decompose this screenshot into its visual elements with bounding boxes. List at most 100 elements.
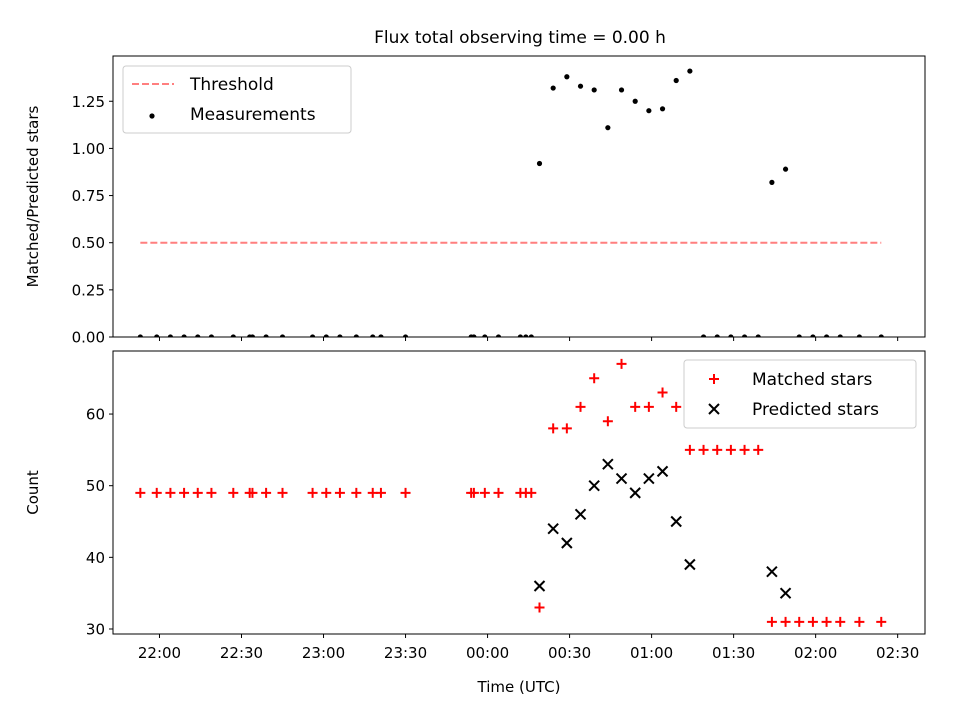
axes-frame <box>112 350 926 635</box>
x-tick-label: 22:00 <box>138 644 181 662</box>
matched-star-point <box>835 616 846 627</box>
x-tick-label: 23:30 <box>384 644 427 662</box>
legend-box <box>683 359 917 429</box>
measurement-point <box>605 125 611 131</box>
measurement-point <box>154 334 160 337</box>
matched-star-point <box>206 487 217 498</box>
y-tick-label: 0.50 <box>72 234 105 252</box>
matched-star-point <box>247 487 258 498</box>
x-tick-label: 23:00 <box>302 644 345 662</box>
measurement-point <box>700 334 707 337</box>
matched-star-point <box>375 487 386 498</box>
predicted-star-point <box>602 458 614 470</box>
matched-star-point <box>766 616 777 627</box>
y-tick-label: 1.25 <box>72 93 105 111</box>
legend-label-matched: Matched stars <box>752 370 872 390</box>
matched-star-point <box>630 401 641 412</box>
matched-star-point <box>192 487 203 498</box>
predicted-star-point <box>547 522 559 535</box>
measurement-point <box>517 334 523 337</box>
y-tick-label: 60 <box>86 406 105 424</box>
measurement-point <box>646 108 652 114</box>
measurement-point <box>249 334 256 337</box>
x-tick-label: 01:30 <box>712 644 755 662</box>
measurement-point <box>323 334 329 337</box>
legend: Matched stars Predicted stars <box>683 359 917 429</box>
measurement-point <box>353 334 359 337</box>
y-tick-label: 40 <box>86 549 105 567</box>
figure-title: Flux total observing time = 0.00 h <box>374 28 666 48</box>
matched-star-point <box>151 487 162 498</box>
matched-star-point <box>277 487 288 498</box>
matched-star-point <box>657 387 668 398</box>
matched-star-point <box>807 616 818 627</box>
x-tick-label: 00:30 <box>548 644 591 662</box>
measurement-point <box>714 334 720 337</box>
predicted-star-point <box>656 465 669 478</box>
matched-star-point <box>400 487 411 498</box>
y-tick-label: 0.00 <box>72 329 105 347</box>
data-layer <box>135 358 887 627</box>
measurement-point <box>755 334 761 337</box>
matched-star-point <box>739 444 750 455</box>
matched-star-point <box>165 487 176 498</box>
matched-star-point <box>616 358 627 369</box>
measurement-point <box>137 334 143 337</box>
measurement-point <box>618 87 625 93</box>
matched-star-point <box>135 487 146 498</box>
predicted-star-point <box>643 472 655 485</box>
measurement-point <box>523 334 529 337</box>
matched-star-point <box>307 487 318 498</box>
y-tick-label: 0.25 <box>72 281 105 299</box>
legend-measurement-swatch <box>149 113 155 119</box>
x-tick-label: 02:30 <box>876 644 919 662</box>
measurement-point <box>230 334 236 337</box>
measurement-point <box>659 106 666 112</box>
bottom-plot: 30 40 50 60 22:00 22:30 23:00 23:30 00:00 00:30 01… <box>24 350 926 696</box>
measurement-point <box>591 87 597 93</box>
matched-star-point <box>698 444 709 455</box>
matched-star-point <box>548 423 559 434</box>
measurement-point <box>471 334 477 337</box>
matched-star-point <box>753 444 764 455</box>
measurement-point <box>810 334 816 337</box>
measurement-point <box>550 85 556 91</box>
matched-star-point <box>780 616 791 627</box>
measurement-point <box>728 334 734 337</box>
measurement-point <box>309 334 316 337</box>
matched-star-point <box>321 487 332 498</box>
matched-star-point <box>479 487 490 498</box>
measurement-point <box>673 77 679 84</box>
matched-star-point <box>561 423 572 434</box>
y-axis-label: Count <box>24 470 42 515</box>
measurement-point <box>796 334 802 337</box>
x-tick-label: 22:30 <box>220 644 263 662</box>
predicted-star-point <box>670 515 682 528</box>
predicted-star-point <box>533 580 546 592</box>
x-tick-label: 01:00 <box>630 644 673 662</box>
measurement-point <box>564 74 570 80</box>
y-tick-label: 1.00 <box>72 140 105 158</box>
matched-star-point <box>684 444 695 455</box>
measurement-point <box>823 334 830 337</box>
measurement-point <box>687 68 693 74</box>
legend-label-predicted: Predicted stars <box>752 400 879 420</box>
predicted-star-point <box>615 472 628 485</box>
matched-star-point <box>589 373 600 384</box>
measurement-point <box>495 334 502 337</box>
measurement-point <box>741 334 748 337</box>
y-axis-label: Matched/Predicted stars <box>24 106 42 288</box>
data-layer <box>137 68 884 337</box>
matched-star-point <box>876 616 887 627</box>
measurement-point <box>782 166 789 172</box>
matched-star-point <box>351 487 362 498</box>
measurement-point <box>279 334 286 337</box>
y-tick-label: 30 <box>86 620 105 638</box>
matched-star-point <box>725 444 736 455</box>
matched-star-point <box>602 416 613 427</box>
matched-star-point <box>534 602 545 613</box>
predicted-star-point <box>561 537 573 549</box>
measurement-point <box>528 334 534 337</box>
matched-star-point <box>821 616 832 627</box>
